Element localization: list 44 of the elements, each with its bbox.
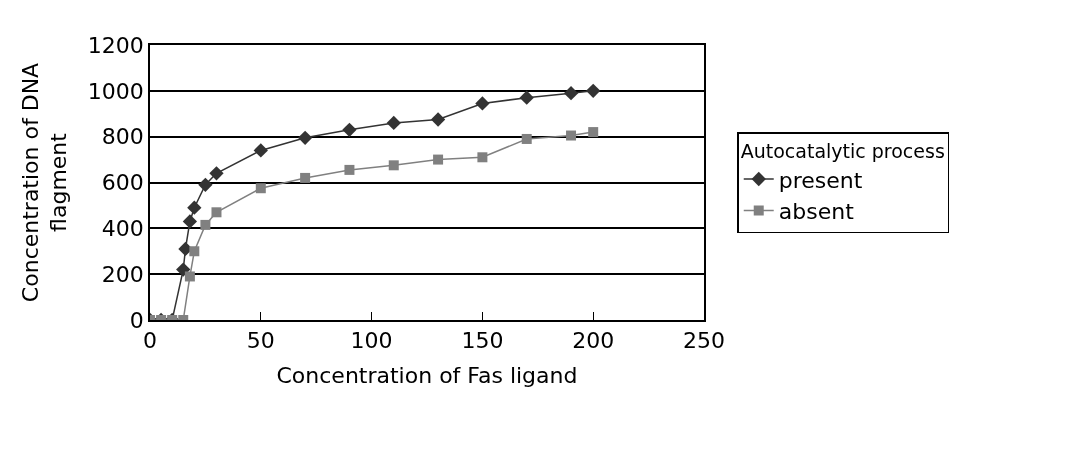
- point: [386, 115, 401, 131]
- point: [198, 177, 213, 192]
- point: [189, 246, 200, 257]
- point: [519, 90, 534, 105]
- point: [586, 83, 601, 98]
- point: [184, 271, 195, 282]
- point: [344, 164, 355, 175]
- point: [388, 160, 399, 171]
- point: [211, 207, 222, 218]
- point: [253, 143, 268, 158]
- y-tick-label: 0: [129, 307, 144, 333]
- y-tick-label: 800: [101, 124, 144, 150]
- point: [209, 166, 224, 181]
- x-tick-label: 150: [461, 328, 504, 354]
- point: [588, 127, 599, 138]
- point: [300, 172, 311, 183]
- x-tick-label: 250: [683, 328, 725, 354]
- point: [475, 96, 490, 111]
- legend-label: absent: [778, 199, 855, 225]
- point: [433, 154, 444, 165]
- y-tick-label: 1000: [87, 78, 144, 104]
- point: [200, 219, 211, 230]
- x-tick-label: 200: [572, 328, 615, 354]
- y-tick-label: 200: [101, 261, 144, 287]
- point: [187, 200, 202, 215]
- legend-label: present: [778, 167, 863, 193]
- x-tick-label: 100: [350, 328, 393, 354]
- y-tick-label: 1200: [87, 32, 144, 58]
- x-tick-label: 50: [246, 328, 275, 354]
- point: [566, 130, 577, 141]
- point: [255, 183, 266, 194]
- y-tick-label: 600: [101, 170, 144, 196]
- point: [430, 112, 446, 127]
- point: [342, 122, 357, 137]
- point: [521, 133, 532, 144]
- x-axis-title: Concentration of Fas ligand: [276, 362, 578, 388]
- point: [477, 152, 488, 163]
- point: [297, 130, 313, 145]
- point: [182, 214, 198, 229]
- point: [176, 262, 191, 277]
- point: [563, 85, 579, 101]
- y-axis-title: Concentration of DNA flagment: [17, 62, 72, 303]
- legend-title: Autocatalytic process: [740, 140, 945, 163]
- y-tick-label: 400: [101, 216, 144, 242]
